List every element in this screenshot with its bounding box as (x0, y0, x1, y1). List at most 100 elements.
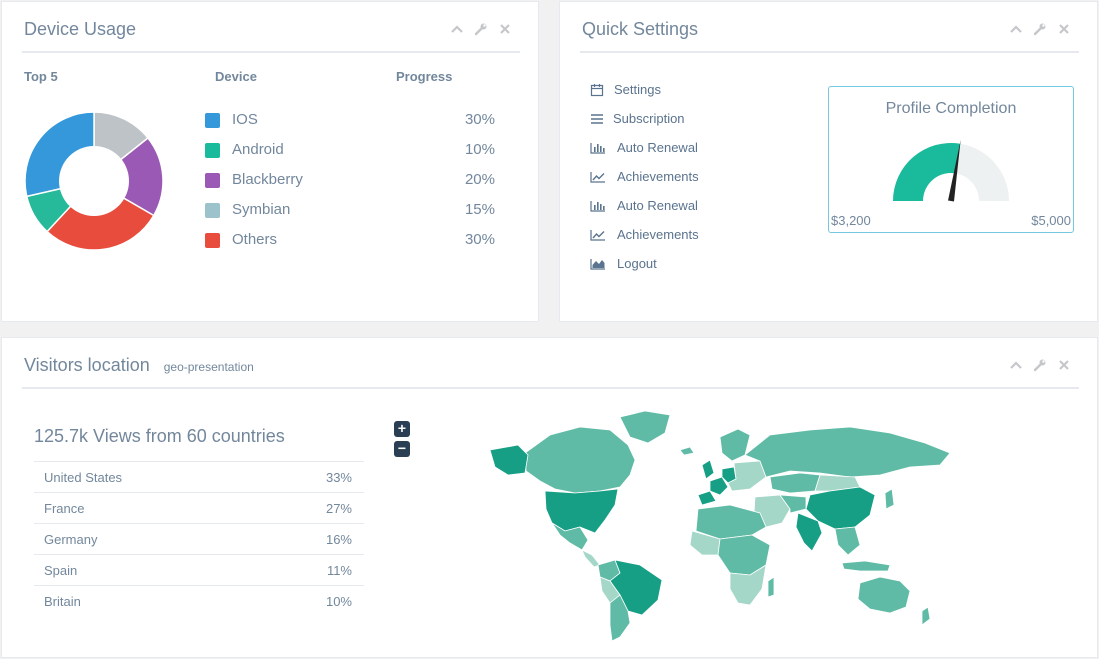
world-map[interactable] (470, 405, 960, 645)
calendar-icon (590, 84, 604, 97)
map-region-madagascar (767, 576, 775, 598)
country-table: United States 33% France 27% Germany 16%… (34, 461, 364, 616)
map-region-southeast-asia (834, 526, 861, 556)
map-region-china (805, 486, 876, 530)
panel-header: Device Usage (22, 2, 520, 53)
map-region-central-america (581, 549, 601, 568)
menu-item-label: Achievements (617, 169, 699, 184)
legend-swatch (205, 233, 220, 248)
legend-percent: 10% (464, 141, 495, 158)
legend-label: Blackberry (232, 171, 303, 188)
menu-item-achievements-2[interactable]: Achievements (590, 226, 710, 244)
table-row: Germany 16% (34, 523, 364, 554)
gauge-fill (893, 143, 961, 201)
zoom-out-button[interactable]: − (394, 441, 410, 457)
bar-chart-icon (590, 143, 605, 154)
map-region-mexico (551, 522, 589, 551)
map-region-russia (744, 426, 951, 478)
legend-percent: 15% (464, 201, 495, 218)
legend-item: Blackberry 20% (205, 170, 495, 190)
menu-item-settings[interactable]: Settings (590, 81, 690, 99)
map-region-canada (524, 426, 636, 494)
profile-completion-title: Profile Completion (885, 100, 1017, 117)
country-name: United States (44, 470, 123, 485)
map-region-brazil (609, 559, 663, 616)
views-summary: 125.7k Views from 60 countries (34, 426, 285, 446)
map-region-greenland (619, 410, 671, 444)
panel-title-text: Visitors location (24, 355, 150, 375)
legend-percent: 20% (464, 171, 495, 188)
legend-percent: 30% (464, 111, 495, 128)
panel-toolbox (1009, 22, 1071, 36)
menu-item-label: Auto Renewal (617, 198, 698, 213)
legend-label: Symbian (232, 201, 291, 218)
table-row: Spain 11% (34, 554, 364, 585)
collapse-icon[interactable] (1009, 22, 1023, 36)
menu-item-subscription[interactable]: Subscription (590, 110, 700, 128)
legend-item: IOS 30% (205, 110, 495, 130)
country-percent: 33% (325, 470, 352, 485)
top5-header: Top 5 (24, 69, 58, 84)
map-region-france (709, 476, 729, 496)
collapse-icon[interactable] (450, 22, 464, 36)
menu-item-label: Achievements (617, 227, 699, 242)
map-region-australia (857, 576, 911, 614)
menu-item-auto-renewal-2[interactable]: Auto Renewal (590, 197, 710, 215)
menu-item-label: Auto Renewal (617, 140, 698, 155)
close-icon[interactable] (1057, 358, 1071, 372)
legend-item: Symbian 15% (205, 200, 495, 220)
map-region-britain (701, 459, 715, 480)
line-chart-icon (590, 230, 605, 241)
bar-chart-icon (590, 201, 605, 212)
menu-item-auto-renewal[interactable]: Auto Renewal (590, 139, 710, 157)
wrench-icon[interactable] (1033, 22, 1047, 36)
legend-item: Others 30% (205, 230, 495, 250)
menu-item-logout[interactable]: Logout (590, 255, 690, 273)
legend-percent: 30% (464, 231, 495, 248)
menu-item-achievements[interactable]: Achievements (590, 168, 710, 186)
close-icon[interactable] (1057, 22, 1071, 36)
country-name: Spain (44, 563, 78, 578)
gauge-min-label: $3,200 (831, 213, 871, 228)
map-region-spain (697, 490, 717, 506)
map-region-kazakhstan (769, 472, 821, 494)
legend-swatch (205, 113, 220, 128)
zoom-in-button[interactable]: + (394, 421, 410, 437)
menu-item-label: Subscription (613, 111, 685, 126)
wrench-icon[interactable] (1033, 358, 1047, 372)
legend-label: Others (232, 231, 278, 248)
profile-gauge (893, 139, 1009, 202)
map-region-scandinavia (719, 428, 751, 462)
legend-swatch (205, 173, 220, 188)
country-name: Britain (44, 594, 81, 609)
country-percent: 16% (325, 532, 352, 547)
panel-title: Device Usage (24, 19, 137, 39)
table-row: France 27% (34, 492, 364, 523)
wrench-icon[interactable] (474, 22, 488, 36)
map-region-alaska (489, 444, 529, 476)
country-percent: 27% (325, 501, 352, 516)
panel-toolbox (450, 22, 512, 36)
panel-subtitle: geo-presentation (163, 360, 254, 374)
panel-header: Visitors location geo-presentation (22, 338, 1079, 389)
close-icon[interactable] (498, 22, 512, 36)
menu-item-label: Settings (614, 82, 661, 97)
panel-title: Quick Settings (582, 19, 699, 39)
bars-icon (591, 114, 603, 124)
legend-label: Android (232, 141, 284, 158)
gauge-needle (948, 139, 961, 202)
device-donut-chart (24, 111, 164, 251)
map-region-southern-africa (729, 564, 767, 606)
country-name: Germany (44, 532, 98, 547)
collapse-icon[interactable] (1009, 358, 1023, 372)
country-percent: 11% (326, 563, 352, 578)
map-region-usa (544, 488, 619, 534)
map-region-argentina (609, 594, 631, 642)
progress-header: Progress (396, 69, 453, 84)
menu-item-label: Logout (617, 256, 657, 271)
map-region-iceland (679, 446, 695, 456)
line-chart-icon (590, 172, 605, 183)
map-region-iran (779, 494, 807, 514)
map-region-india (795, 512, 823, 552)
map-region-new-zealand (921, 606, 931, 626)
